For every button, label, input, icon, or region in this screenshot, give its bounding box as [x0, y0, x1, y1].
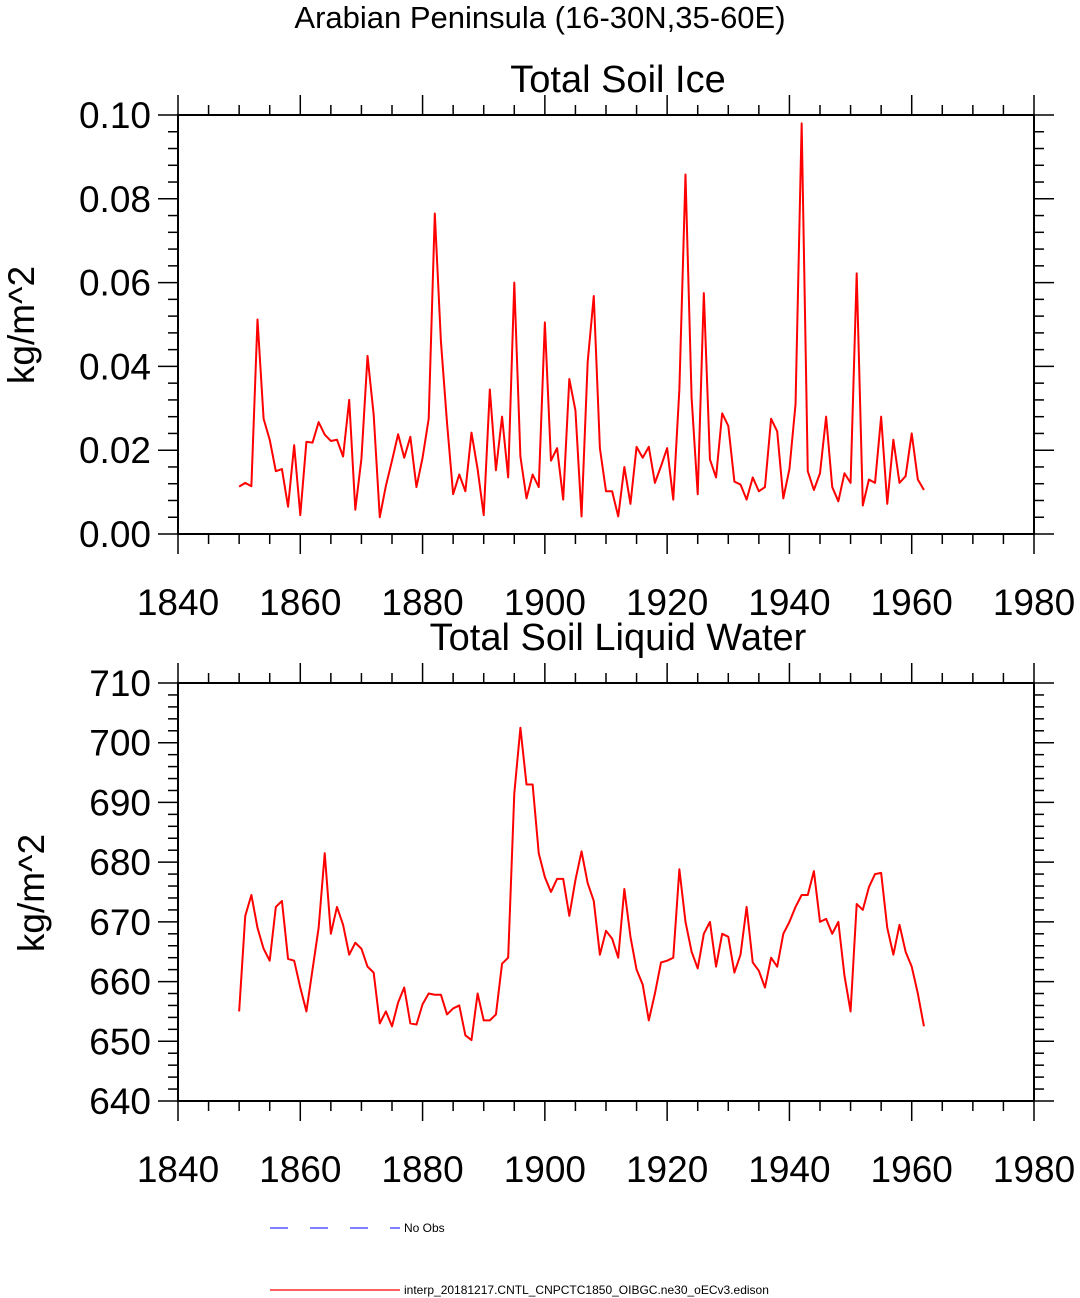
- data-series: [238, 122, 925, 519]
- x-tick-label: 1840: [137, 1149, 219, 1190]
- y-tick-label: 650: [89, 1021, 151, 1062]
- y-tick-label: 0.10: [79, 95, 151, 136]
- x-tick-label: 1840: [137, 582, 219, 623]
- y-tick-label: 660: [89, 962, 151, 1003]
- plot-frame: [177, 114, 1035, 535]
- series-line: [238, 122, 925, 519]
- chart-title: Total Soil Ice: [510, 59, 725, 101]
- x-tick-label: 1940: [748, 582, 830, 623]
- series-line: [238, 726, 925, 1042]
- y-axis-label: kg/m^2: [11, 834, 52, 952]
- figure-suptitle: Arabian Peninsula (16-30N,35-60E): [294, 0, 785, 35]
- x-tick-label: 1880: [381, 1149, 463, 1190]
- x-tick-label: 1960: [871, 1149, 953, 1190]
- chart-title: Total Soil Liquid Water: [430, 617, 807, 659]
- y-axis-label: kg/m^2: [1, 266, 42, 384]
- y-tick-label: 680: [89, 842, 151, 883]
- x-tick-label: 1960: [871, 582, 953, 623]
- panel-total-soil-ice: Total Soil Ice kg/m^2 1840 1860 1880 1900 19…: [1, 59, 1075, 623]
- y-tick-label: 0.06: [79, 263, 151, 304]
- x-tick-label: 1920: [626, 582, 708, 623]
- panel-total-soil-liquid-water: Total Soil Liquid Water kg/m^2 1840 1860 1…: [11, 617, 1075, 1190]
- data-series: [238, 726, 925, 1042]
- axis-tick-labels: 1840 1860 1880 1900 1920 1940 1960 1980 640 650 66…: [89, 663, 1075, 1190]
- y-tick-label: 0.00: [79, 514, 151, 555]
- legend: No Obs interp_20181217.CNTL_CNPCTC1850_O…: [270, 1221, 769, 1297]
- y-tick-label: 700: [89, 723, 151, 764]
- x-tick-label: 1980: [993, 582, 1075, 623]
- y-tick-label: 710: [89, 663, 151, 704]
- y-tick-label: 670: [89, 902, 151, 943]
- axis-ticks: [158, 663, 1054, 1121]
- x-tick-label: 1860: [259, 582, 341, 623]
- y-tick-label: 0.08: [79, 179, 151, 220]
- y-tick-label: 640: [89, 1081, 151, 1122]
- y-tick-label: 0.02: [79, 430, 151, 471]
- x-tick-label: 1900: [504, 1149, 586, 1190]
- x-tick-label: 1940: [748, 1149, 830, 1190]
- x-tick-label: 1860: [259, 1149, 341, 1190]
- y-tick-label: 0.04: [79, 346, 151, 387]
- x-tick-label: 1920: [626, 1149, 708, 1190]
- y-tick-label: 690: [89, 782, 151, 823]
- axis-tick-labels: 1840 1860 1880 1900 1920 1940 1960 1980 0.00 0.02…: [79, 95, 1075, 623]
- x-tick-label: 1880: [381, 582, 463, 623]
- legend-label-model-run: interp_20181217.CNTL_CNPCTC1850_OIBGC.ne…: [404, 1283, 769, 1297]
- plot-frame: [177, 682, 1035, 1102]
- legend-label-no-obs: No Obs: [404, 1221, 445, 1235]
- x-tick-label: 1980: [993, 1149, 1075, 1190]
- axis-ticks: [158, 95, 1054, 554]
- x-tick-label: 1900: [504, 582, 586, 623]
